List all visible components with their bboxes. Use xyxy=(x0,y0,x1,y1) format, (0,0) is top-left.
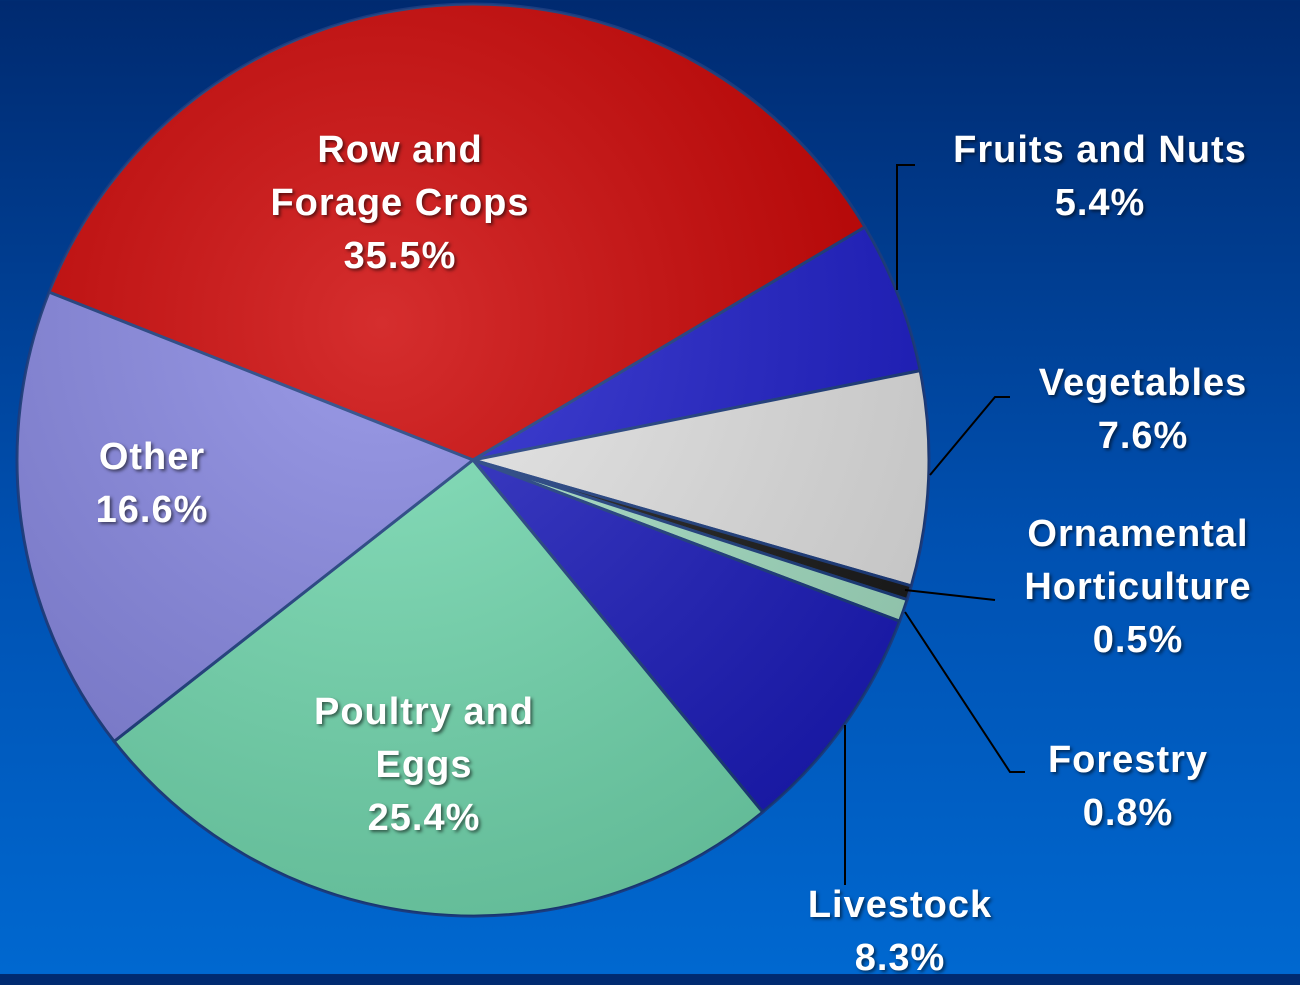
value-label: 35.5% xyxy=(343,234,457,277)
slice-label: Other 16.6% xyxy=(42,431,262,537)
category-label: Forestry xyxy=(1047,738,1209,781)
leader-line xyxy=(904,589,996,601)
slice-label: Forestry 0.8% xyxy=(998,734,1258,840)
leader-line xyxy=(896,164,915,290)
slice-label: Vegetables 7.6% xyxy=(983,357,1300,463)
value-label: 8.3% xyxy=(854,936,946,979)
value-label: 7.6% xyxy=(1097,414,1189,457)
category-label: Livestock xyxy=(807,883,993,926)
leader-line xyxy=(904,611,1025,773)
category-label: Vegetables xyxy=(1038,361,1248,404)
slice-label: Poultry and Eggs 25.4% xyxy=(279,686,569,845)
value-label: 16.6% xyxy=(95,488,209,531)
slice-label: Row and Forage Crops 35.5% xyxy=(255,124,545,283)
slice-label: Ornamental Horticulture 0.5% xyxy=(993,508,1283,667)
value-label: 0.8% xyxy=(1082,791,1174,834)
category-label: Poultry and Eggs xyxy=(313,690,535,786)
slice-label: Livestock 8.3% xyxy=(760,879,1040,985)
value-label: 25.4% xyxy=(367,796,481,839)
category-label: Fruits and Nuts xyxy=(953,128,1247,171)
category-label: Ornamental Horticulture xyxy=(1024,512,1252,608)
value-label: 0.5% xyxy=(1092,618,1184,661)
category-label: Row and Forage Crops xyxy=(270,128,530,224)
leader-line xyxy=(929,396,1010,476)
value-label: 5.4% xyxy=(1054,181,1146,224)
slice-label: Fruits and Nuts 5.4% xyxy=(890,124,1300,230)
category-label: Other xyxy=(98,435,206,478)
